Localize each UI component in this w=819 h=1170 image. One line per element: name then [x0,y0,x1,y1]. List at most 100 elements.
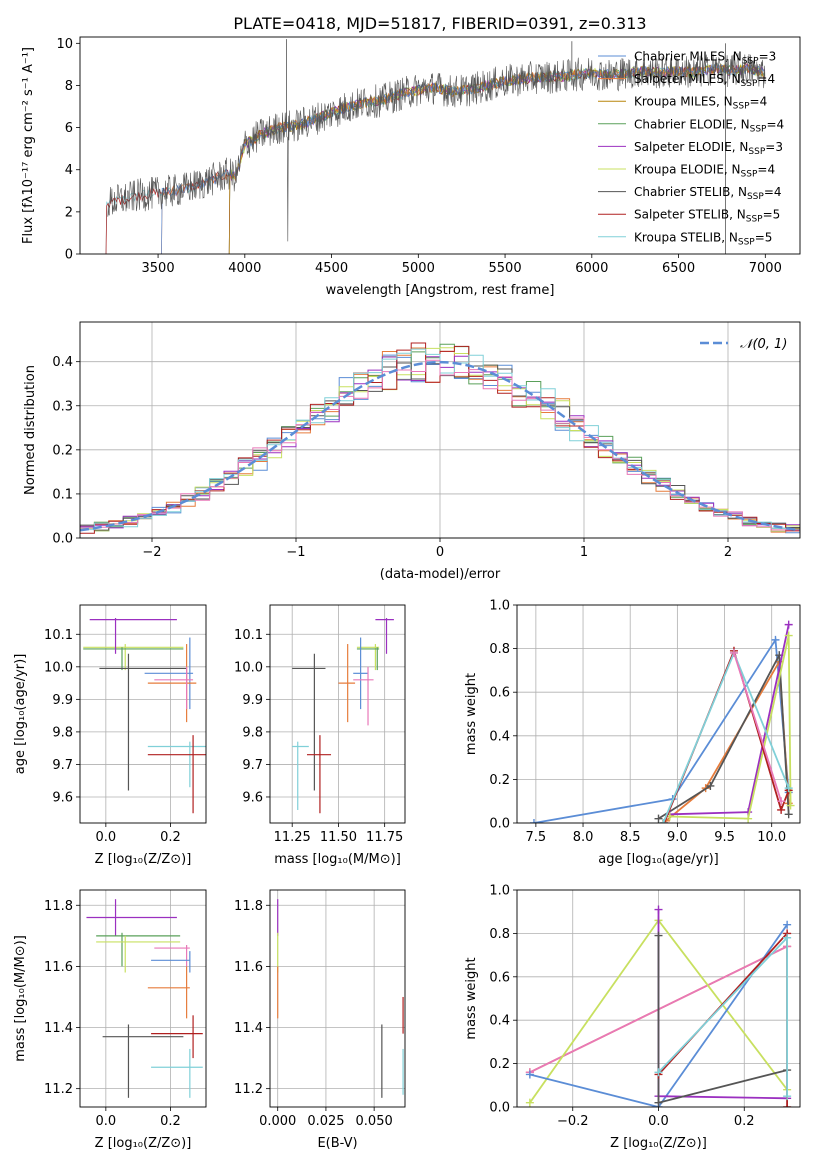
weight-point [706,781,715,790]
y-tick-label: 10.1 [234,628,263,643]
x-tick-label: 11.25 [274,830,311,845]
residual-histogram [80,347,800,532]
x-tick-label: 5500 [489,261,522,276]
y-tick-label: 0.8 [489,642,510,657]
weight_vs_age-plot-area [529,620,795,823]
y-tick-label: 9.6 [242,790,263,805]
x-tick-label: 11.75 [366,830,403,845]
x-tick-label: 0.0 [648,1114,669,1129]
legend-entry: Chabrier ELODIE, NSSP=4 [634,117,784,134]
chart-root: 3500 4000 4500 5000 5500 6000 6500 70000246810w… [13,36,801,1151]
weight-line [669,635,792,820]
y-tick-label: 0.4 [52,355,73,370]
spectrum-plot-area [105,39,766,254]
y-tick-label: 0.3 [52,399,73,414]
x-tick-label: 0 [436,545,444,560]
y-tick-label: 1.0 [489,599,510,614]
weight-point [525,1070,534,1079]
y-tick-label: 11.2 [234,1082,263,1097]
y-tick-label: 2 [65,205,73,220]
weight-line [533,637,790,823]
age_vs_mass-plot-area [292,618,394,814]
weight-point [744,814,753,823]
y-tick-label: 9.7 [242,758,263,773]
y-tick-label: 11.2 [44,1082,73,1097]
mass_vs_Z-panel: 0.0 0.2 11.2 11.4 11.6 11.8 Z [log₁₀(Z/Z⊙)] mas… [13,889,207,1151]
x-axis-label: Z [log₁₀(Z/Z⊙)] [95,852,192,867]
y-tick-label: 11.6 [234,960,263,975]
x-tick-label: 0.000 [259,1114,296,1129]
weight-point [783,933,792,942]
x-tick-label: 8.0 [573,830,594,845]
y-tick-label: 0.6 [489,686,510,701]
weight-point [784,784,793,793]
age_vs_Z-frame [79,604,207,824]
mass_vs_Z-plot-area [86,899,203,1098]
weight-line [658,651,790,820]
y-tick-label: 1.0 [489,884,510,899]
legend-entry: Chabrier STELIB, NSSP=4 [634,185,782,202]
legend-entry: Kroupa MILES, NSSP=4 [634,95,767,112]
x-tick-label: −0.2 [557,1114,589,1129]
y-tick-label: 6 [65,121,73,136]
weight_vs_age-frame [516,604,801,824]
y-tick-label: 9.6 [52,790,73,805]
y-tick-label: 10.1 [44,628,73,643]
weight-point [654,1098,663,1107]
spectrum-model-salpeter-stelib [105,63,765,254]
x-tick-label: 10.0 [757,830,786,845]
x-tick-label: 3500 [142,261,175,276]
x-tick-label: 6500 [662,261,695,276]
legend-entry: Kroupa STELIB, NSSP=5 [634,230,772,247]
x-tick-label: 11.50 [320,830,357,845]
weight-point [783,1103,792,1107]
x-tick-label: 0.0 [96,830,117,845]
legend-entry: Salpeter STELIB, NSSP=5 [634,208,780,225]
legend-entry: 𝒩(0, 1) [740,337,787,352]
x-tick-label: 9.0 [667,830,688,845]
y-axis-label: age [log₁₀(age/yr)] [13,654,28,775]
weight-point [654,931,663,940]
y-axis-label: mass [log₁₀(M/M⊙)] [13,935,28,1062]
legend-entry: Salpeter MILES, NSSP=4 [634,72,775,89]
x-tick-label: −1 [286,545,305,560]
age_vs_Z-plot-area [83,618,206,814]
mass_vs_ebv-plot-area [277,899,404,1098]
y-axis-label: mass weight [464,957,479,1039]
y-axis-label: mass weight [464,673,479,755]
weight-point [659,819,668,823]
y-tick-label: 8 [65,79,73,94]
weight-point [784,810,793,819]
weight-point [786,801,795,810]
weight-point [777,805,786,814]
x-axis-label: Z [log₁₀(Z/Z⊙)] [95,1136,192,1151]
x-tick-label: 0.050 [356,1114,393,1129]
mass_vs_Z-frame [79,889,207,1108]
spectrum-frame [79,36,801,255]
mass_vs_ebv-frame [269,889,406,1108]
x-tick-label: 9.5 [714,830,735,845]
weight-point [783,1092,792,1101]
x-axis-label: wavelength [Angstrom, rest frame] [326,283,555,298]
weight-point [654,905,663,914]
x-tick-label: 8.5 [620,830,641,845]
x-tick-label: 7000 [749,261,782,276]
y-tick-label: 11.4 [234,1021,263,1036]
weight_vs_Z-panel: −0.2 0.0 0.2 0.0 0.2 0.4 0.6 0.8 1.0 Z [log₁₀(Z/Z… [464,884,801,1151]
y-tick-label: 0.2 [489,1057,510,1072]
residual-legend: 𝒩(0, 1) [700,337,787,352]
x-axis-label: Z [log₁₀(Z/Z⊙)] [610,1136,707,1151]
y-axis-label: Normed distribution [23,365,38,495]
y-tick-label: 0.4 [489,1014,510,1029]
x-tick-label: 0.2 [160,1114,181,1129]
gaussian-curve [80,360,800,532]
x-tick-label: 6000 [575,261,608,276]
weight-point [525,1098,534,1107]
y-tick-label: 0.0 [52,532,73,547]
y-tick-label: 10.0 [44,660,73,675]
weight-point [777,797,786,806]
x-tick-label: 1 [580,545,588,560]
x-tick-label: 0.2 [734,1114,755,1129]
y-tick-label: 11.8 [44,899,73,914]
weight-point [729,648,738,657]
